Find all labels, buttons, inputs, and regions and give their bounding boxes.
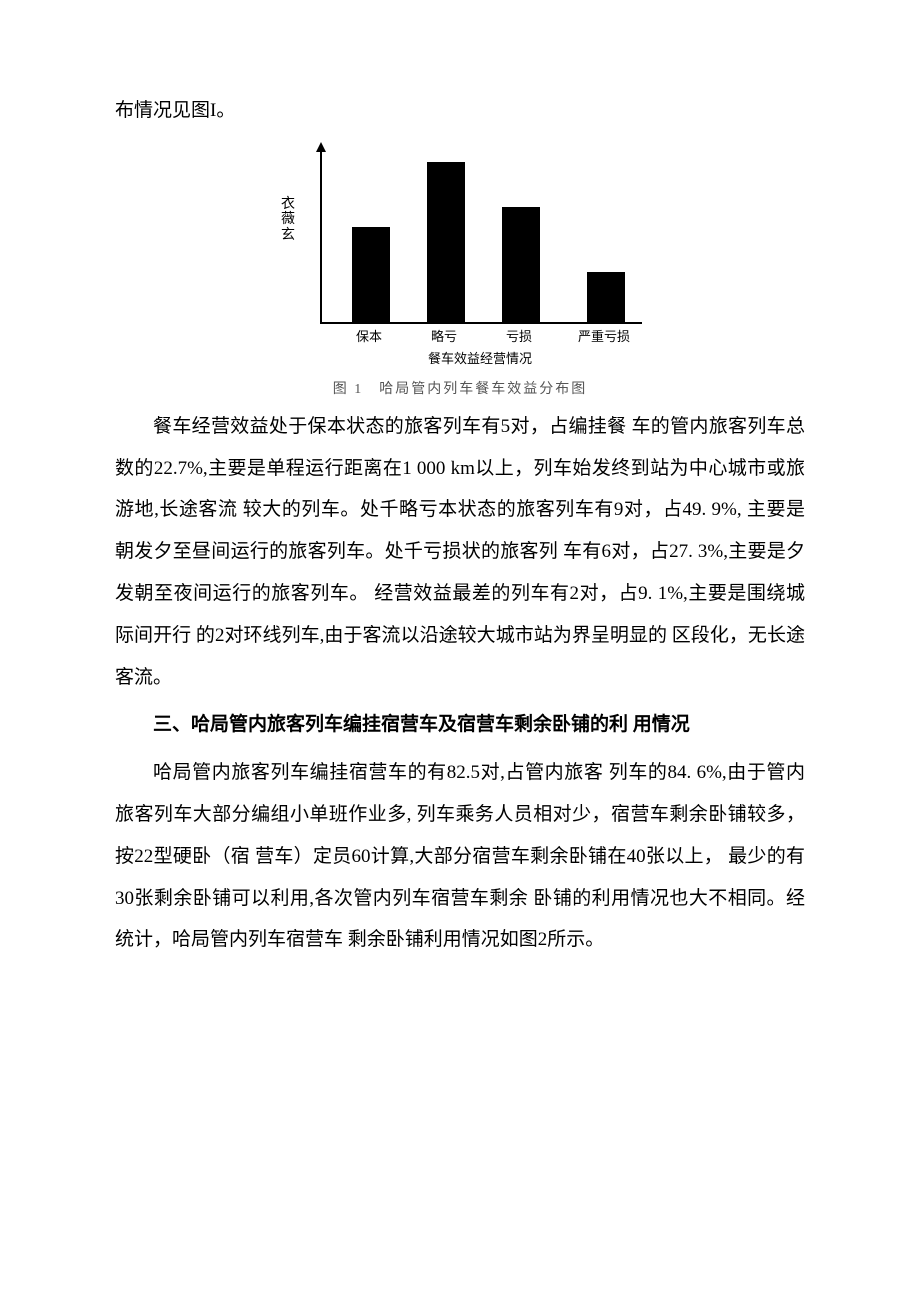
chart-area: 衣薇玄 保本 略亏 亏损 严重亏损 餐车效益经营情况 [260, 142, 660, 372]
x-tick-label: 严重亏损 [578, 326, 630, 345]
y-axis-arrow-icon [316, 142, 326, 152]
continuation-line: 布情况见图I。 [115, 90, 805, 132]
x-tick-label: 保本 [356, 326, 382, 345]
bar [427, 162, 465, 322]
x-axis-labels: 保本 略亏 亏损 严重亏损 [320, 326, 640, 346]
bar [502, 207, 540, 322]
x-tick-label: 亏损 [506, 326, 532, 345]
x-axis-title: 餐车效益经营情况 [320, 348, 640, 367]
figure-caption: 图 1 哈局管内列车餐车效益分布图 [333, 378, 588, 398]
chart-plot [320, 152, 642, 324]
paragraph-section-3: 哈局管内旅客列车编挂宿营车的有82.5对,占管内旅客 列车的84. 6%,由于管… [115, 752, 805, 961]
x-tick-label: 略亏 [431, 326, 457, 345]
bar [587, 272, 625, 322]
bar [352, 227, 390, 322]
y-axis-label: 衣薇玄 [280, 197, 296, 243]
section-heading-3: 三、哈局管内旅客列车编挂宿营车及宿营车剩余卧铺的利 用情况 [115, 704, 805, 746]
document-page: 布情况见图I。 衣薇玄 保本 略亏 亏损 严重亏损 餐车效益经营情况 图 1 哈局管内… [0, 0, 920, 1301]
paragraph-chart-description: 餐车经营效益处于保本状态的旅客列车有5对，占编挂餐 车的管内旅客列车总数的22.… [115, 406, 805, 699]
figure-1: 衣薇玄 保本 略亏 亏损 严重亏损 餐车效益经营情况 图 1 哈局管内列车餐车效益分布… [115, 142, 805, 398]
